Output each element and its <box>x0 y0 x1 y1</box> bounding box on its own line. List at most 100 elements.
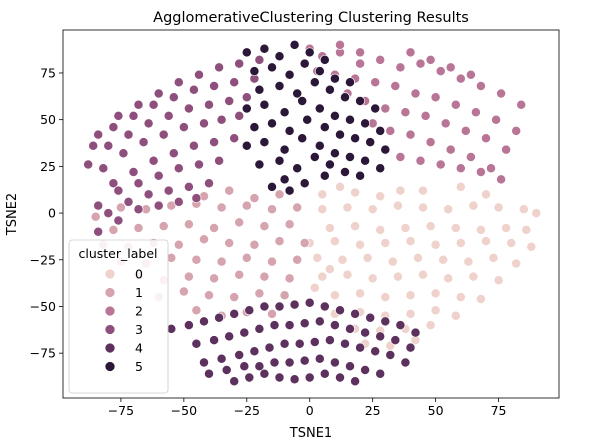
point-cluster-1 <box>274 189 285 200</box>
y-tick-label: 50 <box>40 112 56 127</box>
point-cluster-3 <box>153 88 164 99</box>
point-cluster-1 <box>191 254 202 265</box>
point-cluster-5 <box>267 118 277 129</box>
point-cluster-5 <box>259 43 270 54</box>
point-cluster-5 <box>345 152 355 162</box>
point-cluster-5 <box>274 51 285 62</box>
point-cluster-0 <box>392 200 403 211</box>
legend-label-5: 5 <box>135 359 143 374</box>
point-cluster-0 <box>443 204 454 215</box>
point-cluster-0 <box>355 288 366 299</box>
point-cluster-5 <box>292 88 303 99</box>
point-cluster-5 <box>284 185 295 196</box>
point-cluster-0 <box>418 202 428 213</box>
point-cluster-0 <box>375 191 386 202</box>
point-cluster-4 <box>329 320 340 331</box>
point-cluster-2 <box>380 103 391 114</box>
point-cluster-0 <box>430 239 441 250</box>
point-cluster-3 <box>234 58 245 69</box>
point-cluster-5 <box>355 170 366 181</box>
point-cluster-0 <box>455 181 466 192</box>
legend-label-3: 3 <box>135 322 143 337</box>
point-cluster-4 <box>350 376 361 387</box>
point-cluster-3 <box>113 110 124 121</box>
point-cluster-5 <box>249 66 260 77</box>
point-cluster-2 <box>445 62 456 73</box>
point-cluster-4 <box>274 301 285 312</box>
point-cluster-3 <box>254 54 265 65</box>
point-cluster-2 <box>405 47 416 58</box>
point-cluster-0 <box>481 189 491 200</box>
point-cluster-3 <box>173 77 184 88</box>
point-cluster-3 <box>214 155 225 166</box>
point-cluster-5 <box>259 137 270 148</box>
point-cluster-2 <box>435 159 446 170</box>
point-cluster-1 <box>234 269 245 280</box>
point-cluster-0 <box>337 254 348 265</box>
y-tick-label: −75 <box>30 346 56 361</box>
point-cluster-0 <box>430 305 441 316</box>
point-cluster-3 <box>229 133 240 144</box>
x-tick-label: 75 <box>491 403 507 418</box>
point-cluster-0 <box>362 252 373 263</box>
point-cluster-3 <box>173 196 184 207</box>
point-cluster-2 <box>460 125 471 136</box>
point-cluster-1 <box>249 193 260 204</box>
point-cluster-1 <box>299 238 310 248</box>
point-cluster-2 <box>415 155 426 166</box>
point-cluster-4 <box>229 376 240 387</box>
point-cluster-3 <box>209 81 220 91</box>
point-cluster-5 <box>309 152 320 162</box>
point-cluster-5 <box>309 77 320 88</box>
point-cluster-2 <box>370 77 381 88</box>
point-cluster-5 <box>329 73 340 84</box>
point-cluster-3 <box>209 137 220 148</box>
point-cluster-2 <box>375 54 386 65</box>
point-cluster-0 <box>309 282 320 293</box>
point-cluster-4 <box>314 353 325 364</box>
point-cluster-0 <box>350 221 361 232</box>
point-cluster-1 <box>241 200 252 211</box>
point-cluster-0 <box>335 181 345 192</box>
point-cluster-3 <box>199 118 209 129</box>
point-cluster-5 <box>314 103 325 114</box>
point-cluster-1 <box>229 292 240 303</box>
point-cluster-5 <box>340 167 350 177</box>
point-cluster-4 <box>365 312 376 323</box>
point-cluster-3 <box>168 148 179 159</box>
point-cluster-4 <box>239 361 250 372</box>
point-cluster-3 <box>168 92 179 103</box>
point-cluster-5 <box>284 125 295 136</box>
point-cluster-1 <box>292 202 303 213</box>
point-cluster-4 <box>360 327 371 338</box>
point-cluster-1 <box>267 256 277 267</box>
point-cluster-0 <box>450 310 461 321</box>
point-cluster-0 <box>342 202 353 213</box>
point-cluster-4 <box>345 323 355 334</box>
point-cluster-3 <box>133 99 144 110</box>
point-cluster-0 <box>405 290 416 301</box>
point-cluster-2 <box>475 81 486 91</box>
point-cluster-4 <box>214 312 225 323</box>
point-cluster-4 <box>360 365 371 375</box>
point-cluster-4 <box>269 357 280 368</box>
point-cluster-0 <box>493 202 504 213</box>
point-cluster-4 <box>249 346 260 357</box>
point-cluster-5 <box>241 140 252 151</box>
point-cluster-4 <box>324 335 335 346</box>
point-cluster-5 <box>355 96 366 106</box>
point-cluster-2 <box>420 110 431 121</box>
point-cluster-4 <box>400 357 411 368</box>
point-cluster-2 <box>496 174 507 185</box>
point-cluster-2 <box>440 118 451 129</box>
point-cluster-4 <box>355 342 366 353</box>
point-cluster-4 <box>264 342 275 353</box>
point-cluster-0 <box>317 189 328 200</box>
point-cluster-4 <box>259 368 270 379</box>
point-cluster-0 <box>317 204 328 215</box>
point-cluster-5 <box>319 170 330 181</box>
point-cluster-5 <box>284 69 295 80</box>
point-cluster-0 <box>329 236 340 247</box>
point-cluster-5 <box>254 159 265 170</box>
point-cluster-1 <box>259 271 270 282</box>
